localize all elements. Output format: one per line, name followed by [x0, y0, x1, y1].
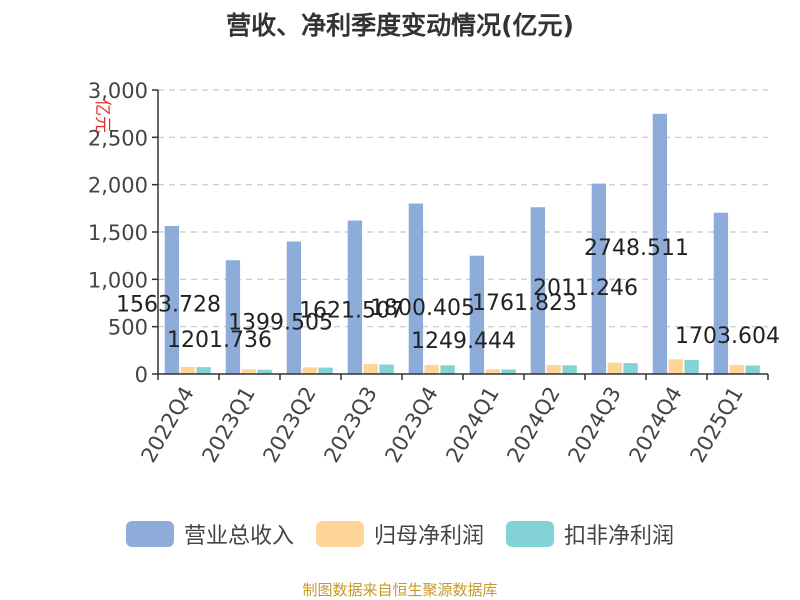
y-tick-label: 1,500 [88, 221, 148, 245]
bar-net-profit [607, 362, 622, 374]
y-tick-label: 2,500 [88, 126, 148, 150]
x-tick-label: 2022Q4 [136, 383, 198, 467]
legend-label-deducted-profit: 扣非净利润 [564, 524, 675, 549]
bar-deducted-profit [379, 364, 394, 374]
x-tick-label: 2023Q4 [380, 383, 442, 467]
bar-revenue [652, 113, 668, 375]
bar-deducted-profit [318, 367, 333, 374]
chart-title: 营收、净利季度变动情况(亿元) [226, 11, 574, 40]
bar-deducted-profit [440, 365, 455, 374]
legend-item-deducted-profit[interactable]: 扣非净利润 [506, 518, 674, 550]
x-tick-label: 2023Q2 [258, 383, 320, 467]
y-tick-label: 0 [135, 363, 148, 387]
y-tick-label: 3,000 [88, 79, 148, 103]
legend-swatch-deducted-profit [506, 521, 554, 547]
bar-net-profit [424, 365, 439, 374]
bar-revenue [469, 255, 485, 374]
bar-revenue [713, 212, 729, 374]
y-tick-label: 1,000 [88, 268, 148, 292]
bar-revenue [591, 183, 607, 374]
bar-deducted-profit [196, 367, 211, 374]
x-tick-label: 2025Q1 [685, 383, 747, 467]
data-label-revenue: 2748.511 [584, 236, 689, 261]
source-footer: 制图数据来自恒生聚源数据库 [302, 581, 498, 599]
x-tick-label: 2024Q1 [441, 383, 503, 467]
legend-label-net-profit: 归母净利润 [373, 524, 484, 549]
x-tick-label: 2023Q3 [319, 383, 381, 467]
data-label-revenue: 1399.505 [228, 311, 333, 336]
bar-deducted-profit [745, 365, 760, 374]
legend-item-revenue[interactable]: 营业总收入 [125, 518, 294, 550]
bar-net-profit [302, 367, 317, 374]
x-tick-label: 2024Q3 [563, 383, 625, 467]
data-label-revenue: 1563.728 [116, 293, 221, 318]
bar-net-profit [546, 365, 561, 374]
bar-revenue [347, 220, 363, 374]
legend-swatch-revenue [125, 521, 174, 547]
data-label-revenue: 1201.736 [167, 328, 272, 353]
legend-item-net-profit[interactable]: 归母净利润 [315, 518, 484, 550]
data-label-revenue: 1249.444 [411, 329, 516, 354]
bar-deducted-profit [684, 359, 699, 374]
y-tick-label: 500 [108, 316, 148, 340]
bar-net-profit [241, 369, 256, 374]
bar-deducted-profit [562, 365, 577, 374]
data-label-revenue: 1800.405 [370, 296, 475, 321]
y-tick-label: 2,000 [88, 174, 148, 198]
bar-revenue [408, 203, 424, 374]
bar-net-profit [180, 366, 195, 374]
bar-revenue [225, 260, 241, 374]
x-tick-label: 2024Q2 [502, 383, 564, 467]
bar-deducted-profit [257, 369, 272, 374]
data-label-revenue: 2011.246 [533, 276, 638, 301]
bar-deducted-profit [501, 369, 516, 374]
y-axis-label: 亿元 [92, 99, 112, 133]
bar-revenue [164, 225, 180, 374]
legend-label-revenue: 营业总收入 [183, 524, 294, 549]
legend: 营业总收入 归母净利润 扣非净利润 [0, 516, 800, 552]
bar-net-profit [668, 359, 683, 374]
data-label-revenue: 1761.823 [472, 291, 577, 316]
bar-net-profit [729, 365, 744, 374]
x-tick-label: 2023Q1 [197, 383, 259, 467]
bar-net-profit [485, 369, 500, 374]
x-tick-label: 2024Q4 [624, 383, 686, 467]
bar-deducted-profit [623, 363, 638, 374]
data-label-revenue: 1703.604 [675, 324, 780, 349]
bar-revenue [286, 241, 302, 374]
legend-swatch-net-profit [315, 521, 364, 547]
bar-net-profit [363, 364, 378, 374]
data-label-revenue: 1621.507 [299, 298, 404, 323]
bar-revenue [530, 207, 546, 374]
